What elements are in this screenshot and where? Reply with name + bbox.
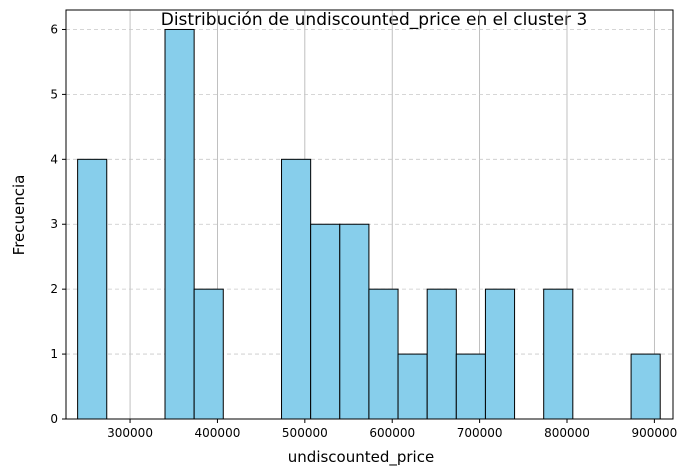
histogram-bar [339, 223, 370, 420]
y-tick-label: 0 [50, 412, 58, 426]
x-tick-label: 500000 [282, 426, 328, 440]
y-axis-ticks: 0 1 2 3 4 5 6 [50, 22, 66, 426]
histogram-bar [193, 288, 224, 420]
y-axis-label: Frecuencia [10, 175, 28, 256]
x-tick-label: 700000 [457, 426, 503, 440]
histogram-bar [455, 353, 486, 420]
y-tick-label: 3 [50, 217, 58, 231]
histogram-bar [164, 28, 195, 420]
x-axis-label: undiscounted_price [288, 448, 434, 467]
x-tick-label: 800000 [544, 426, 590, 440]
plot-frame [65, 9, 674, 420]
histogram-bar [630, 353, 661, 420]
bar-layer [77, 28, 661, 420]
histogram-bar [426, 288, 457, 420]
y-tick-label: 5 [50, 87, 58, 101]
x-tick-label: 400000 [195, 426, 241, 440]
histogram-bar [397, 353, 428, 420]
histogram-bar [368, 288, 399, 420]
x-tick-label: 900000 [631, 426, 677, 440]
histogram-bar [543, 288, 574, 420]
histogram-bar [484, 288, 516, 420]
y-tick-label: 4 [50, 152, 58, 166]
y-tick-label: 2 [50, 282, 58, 296]
histogram-bar [77, 158, 108, 420]
histogram-bar [310, 223, 341, 420]
y-tick-label: 1 [50, 347, 58, 361]
x-tick-label: 300000 [107, 426, 153, 440]
x-axis-ticks: 300000 400000 500000 600000 700000 800000 9000… [107, 419, 677, 440]
y-tick-label: 6 [50, 22, 58, 36]
x-tick-label: 600000 [369, 426, 415, 440]
chart-title: Distribución de undiscounted_price en el… [161, 10, 588, 30]
histogram-bar [281, 158, 312, 420]
